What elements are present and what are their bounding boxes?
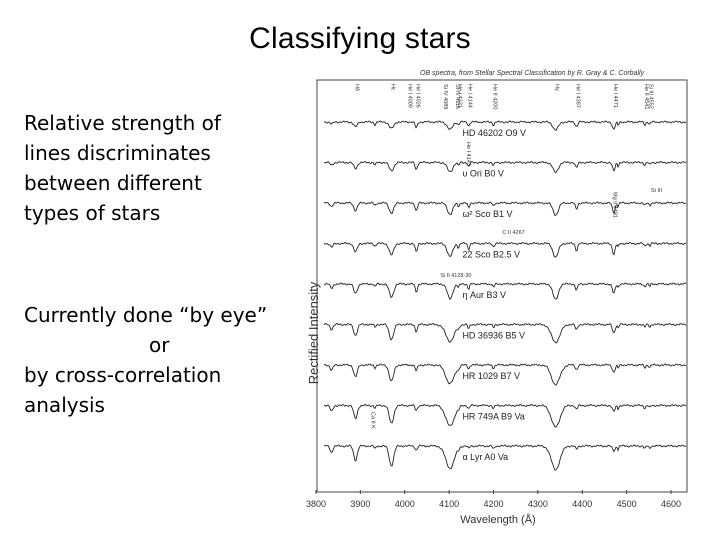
line-id-label: He II 4200 [492,84,498,109]
x-tick-label: 4600 [661,499,681,509]
line-id-label: He I 4144 [467,84,473,108]
spectrum-label: η Aur B3 V [462,290,506,300]
line-id-label: He I 4471 [612,84,618,108]
text-line: Currently done “by eye” [24,303,268,327]
spectrum-trace [323,444,687,471]
line-id-label: Si III 4552 [648,84,654,109]
spectrum-trace [323,201,687,217]
x-tick-label: 4300 [528,499,548,509]
x-tick-label: 4000 [395,499,415,509]
plot-frame [316,79,688,493]
x-axis-label: Wavelength (Å) [460,513,535,526]
line-annotation: Mg II 4481 [611,192,617,218]
spectrum-trace [323,120,687,131]
line-id-label: Hδ [353,84,359,91]
spectra-group: HD 46202 O9 V υ Ori B0 V ω² Sco B1 V 22 Sco… [323,120,687,471]
method-paragraph: Currently done “by eye” or by cross-corr… [24,300,267,420]
line-id-label: Hγ [554,84,560,91]
x-tick-label: 4400 [572,499,592,509]
spectra-figure: OB spectra, from Stellar Spectral Classi… [306,70,688,526]
line-annotation: C II 4267 [502,230,524,236]
line-id-label: He I 4009 [407,84,413,108]
line-id-label: Si IV 4089 [442,84,448,109]
figure-caption: OB spectra, from Stellar Spectral Classi… [420,70,645,77]
spectrum-label: HD 36936 B5 V [462,331,525,341]
text-line: by cross-correlation [24,363,222,387]
y-axis-label: Rectified Intensity [306,281,321,384]
description-paragraph: Relative strength of lines discriminates… [24,108,221,228]
line-id-label: He I 4121 [456,84,462,108]
spectrum-trace [323,403,687,428]
text-line: or [149,333,170,357]
spectrum-label: α Lyr A0 Va [462,452,508,462]
line-id-label: He I 4026 [414,84,420,108]
text-line: types of stars [24,201,161,225]
x-tick-label: 3900 [350,499,370,509]
line-id-labels: Hε Hδ He I 4009 He I 4026 Si IV 4089 Si IV 41… [353,84,653,109]
text-line: lines discriminates [24,141,211,165]
line-id-label: He II 4541 [643,84,649,109]
x-tick-label: 4500 [617,499,637,509]
x-tick-label: 3800 [306,499,326,509]
line-annotations: C II 4267 Si II 4128-30 Mg II 4481 Ca II K H… [369,142,662,429]
spectrum-label: 22 Sco B2.5 V [462,250,520,260]
spectrum-label: ω² Sco B1 V [462,209,512,219]
line-id-label: Hε [389,84,395,91]
line-id-label: Si IV 4116 [454,84,460,109]
text-line: between different [24,171,202,195]
spectrum-label: υ Ori B0 V [462,169,503,179]
line-annotation: Si III [651,188,662,194]
line-id-label: He I 4387 [574,84,580,108]
spectrum-trace [323,282,687,301]
spectrum-label: HD 46202 O9 V [462,128,526,138]
text-line: analysis [24,393,105,417]
x-tick-label: 4200 [483,499,503,509]
spectrum-trace [323,363,687,386]
line-annotation: He I 4143 [465,142,471,166]
spectrum-trace [323,160,687,173]
slide-title: Classifying stars [249,22,471,55]
spectrum-label: HR 1029 B7 V [462,371,520,381]
line-annotation: Ca II K [369,412,375,429]
x-axis-ticks: 3800 3900 4000 4100 4200 4300 4400 4500 4600 [306,490,681,509]
spectrum-trace [323,241,687,258]
line-annotation: Si II 4128-30 [440,273,471,279]
spectrum-label: HR 749A B9 Va [462,412,524,422]
spectrum-trace [323,322,687,344]
x-tick-label: 4100 [439,499,459,509]
text-line: Relative strength of [24,111,221,135]
